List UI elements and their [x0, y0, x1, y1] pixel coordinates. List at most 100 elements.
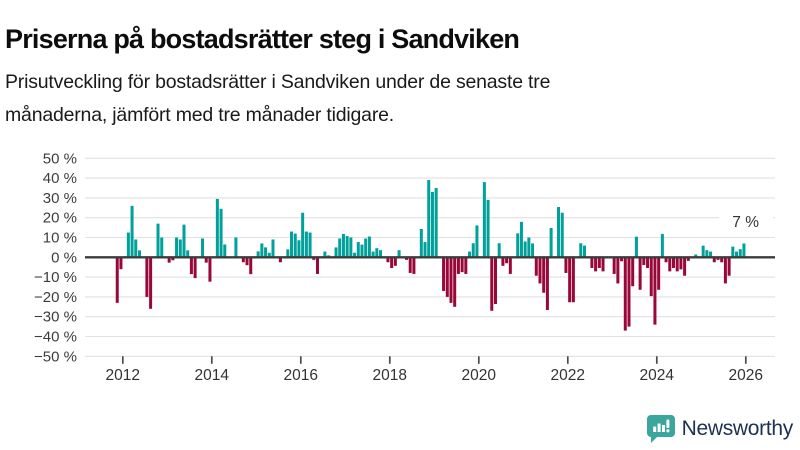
bar [208, 257, 212, 282]
bar [705, 250, 709, 258]
bar [427, 180, 431, 258]
bar [134, 239, 138, 258]
bar [367, 236, 371, 258]
bar [419, 228, 423, 258]
y-axis-tick-label: −40 % [34, 329, 77, 346]
bar [668, 257, 672, 272]
bar [412, 257, 416, 274]
bar [627, 257, 631, 327]
page-subtitle: Prisutveckling för bostadsrätter i Sandv… [5, 66, 745, 132]
bar [178, 239, 182, 258]
y-axis-tick-label: 0 % [51, 249, 77, 266]
bar [356, 242, 360, 258]
y-axis-tick-label: −50 % [34, 348, 77, 365]
x-axis-tick-label: 2012 [106, 367, 140, 384]
bar [286, 249, 290, 258]
y-axis-tick-label: 40 % [43, 170, 77, 187]
x-axis-tick-label: 2014 [195, 367, 230, 384]
bar [538, 257, 542, 284]
bar [471, 243, 475, 258]
bar [397, 250, 401, 258]
bar [353, 252, 357, 258]
bar [653, 257, 657, 325]
bar [456, 257, 460, 274]
bar [375, 248, 379, 258]
bar [742, 243, 746, 258]
bar [430, 191, 434, 258]
bar [449, 257, 453, 303]
bar [616, 257, 620, 284]
price-development-bar-chart: 50 % 40 % 30 % 20 % 10 % 0 % −10 % −20 % −30 % −4… [0, 140, 800, 395]
annotation-backing [719, 210, 773, 231]
bar [215, 198, 219, 258]
bar [501, 257, 505, 266]
bar [694, 254, 698, 258]
bar [278, 257, 282, 263]
bar [364, 238, 368, 258]
bar [260, 243, 264, 258]
bar [119, 257, 123, 270]
bar [579, 243, 583, 258]
bar [664, 257, 668, 263]
y-axis-tick-label: −30 % [34, 309, 77, 326]
bar [720, 257, 724, 263]
x-axis-tick-label: 2022 [551, 367, 585, 384]
newsworthy-logo-icon [646, 415, 675, 443]
bar [660, 233, 664, 258]
bar [201, 238, 205, 258]
bar [338, 238, 342, 258]
bar [671, 257, 675, 268]
bar [568, 257, 572, 303]
bar [234, 237, 238, 258]
bar [631, 257, 635, 287]
bar [345, 236, 349, 258]
newsworthy-logo: Newsworthy [646, 413, 793, 444]
bar [597, 257, 601, 268]
bar [171, 257, 175, 261]
bar [620, 257, 624, 262]
bar [379, 250, 383, 258]
bar [189, 257, 193, 275]
bar [486, 199, 490, 258]
bar [686, 257, 690, 261]
bar [475, 225, 479, 258]
bar [267, 252, 271, 258]
bar [204, 257, 208, 263]
bar [612, 257, 616, 274]
bar [542, 257, 546, 293]
bar [341, 233, 345, 258]
bar [709, 251, 713, 258]
bar [482, 182, 486, 258]
bar [404, 257, 408, 260]
bar [657, 257, 661, 290]
bar [634, 236, 638, 258]
bar [371, 251, 375, 258]
bar [508, 257, 512, 274]
bar [564, 257, 568, 273]
bar [182, 224, 186, 258]
page-subtitle-line-2: månaderna, jämfört med tre månader tidig… [5, 104, 394, 126]
bar [349, 237, 353, 258]
bar [423, 242, 427, 258]
x-axis-tick-label: 2016 [284, 367, 318, 384]
bar [683, 257, 687, 276]
bar [301, 212, 305, 258]
bar [219, 208, 223, 258]
y-axis-tick-label: 10 % [43, 230, 77, 247]
bar [460, 257, 464, 273]
bar [453, 257, 457, 307]
bar [323, 251, 327, 258]
bar [241, 257, 245, 263]
bar [594, 257, 598, 272]
bar [390, 257, 394, 268]
bar [464, 257, 468, 274]
bar [145, 257, 149, 297]
bar [582, 245, 586, 258]
bar [293, 233, 297, 258]
bar [264, 247, 268, 258]
bar [290, 231, 294, 258]
bar [738, 249, 742, 258]
bar [167, 257, 171, 263]
bar [560, 212, 564, 258]
newsworthy-logo-text: Newsworthy [681, 416, 794, 440]
